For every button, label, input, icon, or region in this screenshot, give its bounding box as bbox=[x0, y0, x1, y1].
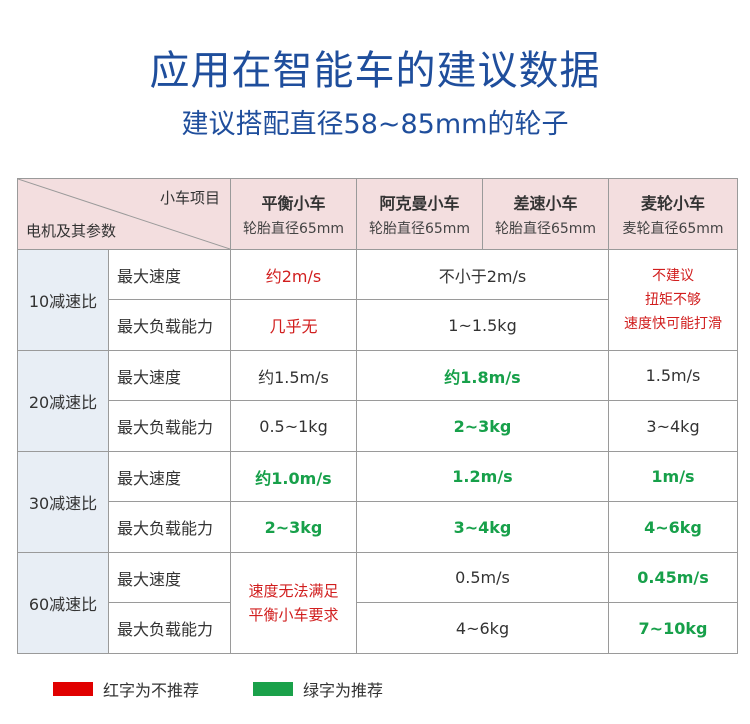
value-cell: 0.5m/s bbox=[356, 552, 609, 603]
header-mecanum: 麦轮小车 麦轮直径65mm bbox=[608, 178, 738, 250]
value-cell: 1~1.5kg bbox=[356, 299, 609, 351]
header-sub: 麦轮直径65mm bbox=[622, 221, 724, 237]
diagonal-divider bbox=[18, 179, 230, 249]
param-label: 最大速度 bbox=[108, 249, 231, 300]
spec-table: 小车项目 电机及其参数 平衡小车 轮胎直径65mm 阿克曼小车 轮胎直径65mm… bbox=[17, 178, 738, 654]
value-cell: 不小于2m/s bbox=[356, 249, 609, 300]
value-cell: 约1.5m/s bbox=[230, 350, 357, 401]
table-row: 最大负载能力 4~6kg 7~10kg bbox=[18, 602, 738, 654]
value-cell: 1.2m/s bbox=[356, 451, 609, 502]
param-label: 最大速度 bbox=[108, 451, 231, 502]
note-line: 平衡小车要求 bbox=[248, 606, 339, 624]
value-cell: 4~6kg bbox=[608, 501, 738, 553]
header-sub: 轮胎直径65mm bbox=[242, 221, 345, 237]
balance-note-cell: 速度无法满足 平衡小车要求 bbox=[230, 552, 357, 654]
page-title: 应用在智能车的建议数据 bbox=[149, 48, 601, 94]
red-swatch bbox=[53, 682, 93, 696]
corner-label-vehicle: 小车项目 bbox=[159, 189, 220, 207]
header-name: 平衡小车 bbox=[261, 194, 326, 213]
value-cell: 0.45m/s bbox=[608, 552, 738, 603]
group-label: 20减速比 bbox=[17, 350, 109, 452]
green-swatch bbox=[253, 682, 293, 696]
value-cell: 1m/s bbox=[608, 451, 738, 502]
header-ackermann: 阿克曼小车 轮胎直径65mm bbox=[356, 178, 483, 250]
header-differential: 差速小车 轮胎直径65mm bbox=[482, 178, 609, 250]
legend-red: 红字为不推荐 bbox=[53, 677, 199, 701]
param-label: 最大速度 bbox=[108, 552, 231, 603]
value-cell: 4~6kg bbox=[356, 602, 609, 654]
table-row: 最大负载能力 2~3kg 3~4kg 4~6kg bbox=[18, 501, 738, 553]
value-cell: 几乎无 bbox=[230, 299, 357, 351]
table-row: 最大负载能力 几乎无 1~1.5kg bbox=[18, 299, 738, 351]
header-name: 差速小车 bbox=[513, 194, 578, 213]
note-line: 不建议 bbox=[652, 268, 694, 284]
value-cell: 0.5~1kg bbox=[230, 400, 357, 452]
note-line: 扭矩不够 bbox=[645, 292, 701, 308]
value-cell: 约1.0m/s bbox=[230, 451, 357, 502]
legend-green: 绿字为推荐 bbox=[253, 677, 383, 701]
table-row: 20减速比 最大速度 约1.5m/s 约1.8m/s 1.5m/s bbox=[17, 350, 738, 452]
group-label: 30减速比 bbox=[17, 451, 109, 553]
group-label: 60减速比 bbox=[17, 552, 109, 654]
corner-header-cell: 小车项目 电机及其参数 bbox=[17, 178, 231, 250]
param-label: 最大负载能力 bbox=[108, 299, 231, 351]
value-cell: 7~10kg bbox=[608, 602, 738, 654]
param-label: 最大负载能力 bbox=[108, 400, 231, 452]
table-row: 最大负载能力 0.5~1kg 2~3kg 3~4kg bbox=[18, 400, 738, 452]
table-row: 30减速比 最大速度 约1.0m/s 1.2m/s 1m/s bbox=[17, 451, 738, 553]
header-name: 麦轮小车 bbox=[640, 194, 705, 213]
value-cell: 1.5m/s bbox=[608, 350, 738, 401]
header-name: 阿克曼小车 bbox=[379, 194, 460, 213]
legend-green-label: 绿字为推荐 bbox=[303, 681, 384, 700]
param-label: 最大速度 bbox=[108, 350, 231, 401]
table-row: 10减速比 最大速度 约2m/s 不小于2m/s 不建议 扭矩不够 速度快可能打… bbox=[17, 249, 738, 351]
value-cell: 2~3kg bbox=[356, 400, 609, 452]
value-cell: 3~4kg bbox=[608, 400, 738, 452]
page-subtitle: 建议搭配直径58~85mm的轮子 bbox=[181, 109, 569, 140]
header-balance: 平衡小车 轮胎直径65mm bbox=[230, 178, 357, 250]
param-label: 最大负载能力 bbox=[108, 501, 231, 553]
param-label: 最大负载能力 bbox=[108, 602, 231, 654]
header-sub: 轮胎直径65mm bbox=[494, 221, 597, 237]
note-line: 速度快可能打滑 bbox=[624, 316, 722, 332]
group-label: 10减速比 bbox=[17, 249, 109, 351]
value-cell: 约2m/s bbox=[230, 249, 357, 300]
mecanum-note-cell: 不建议 扭矩不够 速度快可能打滑 bbox=[608, 249, 738, 351]
table-row: 60减速比 最大速度 速度无法满足 平衡小车要求 0.5m/s 0.45m/s bbox=[17, 552, 738, 654]
value-cell: 约1.8m/s bbox=[356, 350, 609, 401]
legend-red-label: 红字为不推荐 bbox=[103, 681, 200, 700]
note-line: 速度无法满足 bbox=[248, 582, 339, 600]
table-header-row: 小车项目 电机及其参数 平衡小车 轮胎直径65mm 阿克曼小车 轮胎直径65mm… bbox=[17, 178, 738, 250]
value-cell: 2~3kg bbox=[230, 501, 357, 553]
header-sub: 轮胎直径65mm bbox=[368, 221, 471, 237]
value-cell: 3~4kg bbox=[356, 501, 609, 553]
corner-label-motor: 电机及其参数 bbox=[26, 222, 117, 240]
